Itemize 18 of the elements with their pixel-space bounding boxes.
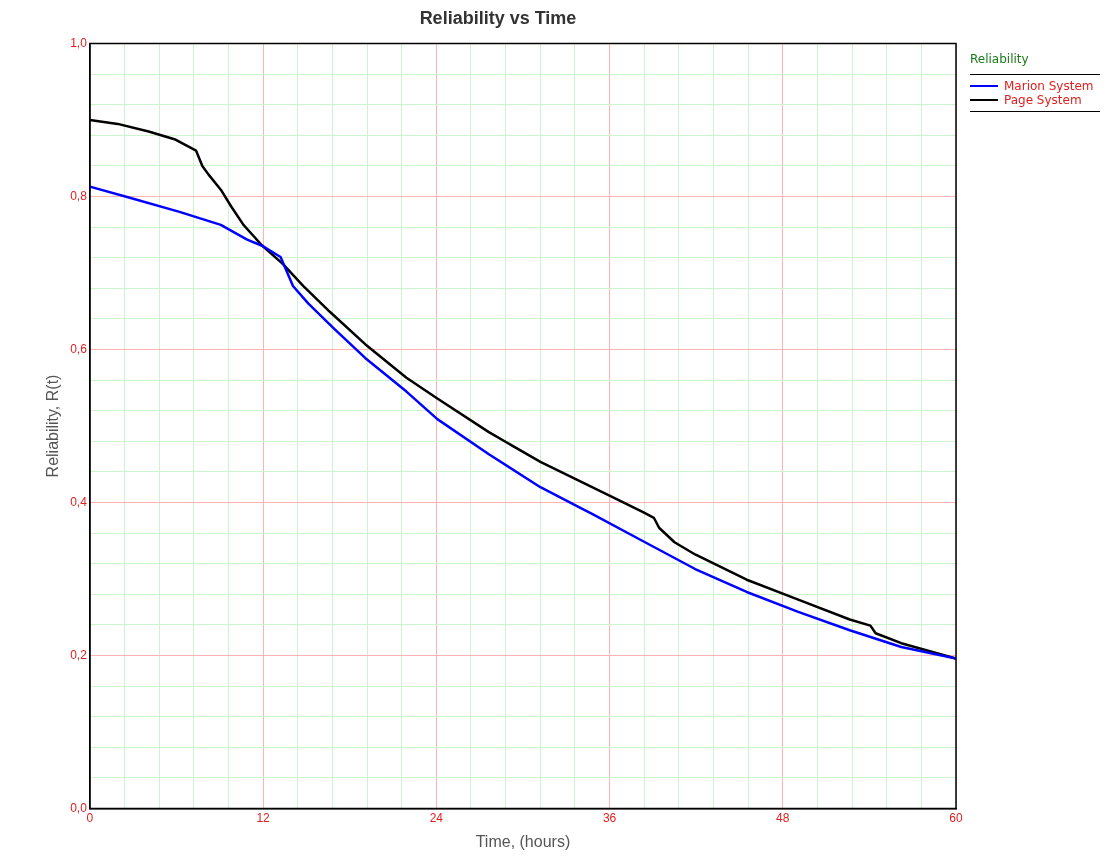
chart-title: Reliability vs Time xyxy=(419,7,577,28)
y-tick-label: 0,8 xyxy=(70,188,88,203)
y-tick-label: 0,2 xyxy=(70,647,88,662)
y-axis-title: Reliability, R(t) xyxy=(44,374,62,478)
x-tick-label: 0 xyxy=(86,810,94,825)
x-tick-label: 24 xyxy=(429,810,444,825)
legend-label: Marion System xyxy=(1004,79,1094,93)
y-tick-label: 1,0 xyxy=(70,35,88,50)
y-tick-label: 0,6 xyxy=(70,341,88,356)
x-tick-label: 48 xyxy=(776,810,790,825)
y-tick-label: 0,0 xyxy=(70,800,88,815)
x-tick-label: 60 xyxy=(949,810,963,825)
x-tick-label: 12 xyxy=(256,810,271,825)
legend-label: Page System xyxy=(1004,93,1082,107)
y-tick-label: 0,4 xyxy=(70,494,88,509)
x-axis-title: Time, (hours) xyxy=(475,832,571,850)
legend-title: Reliability xyxy=(970,52,1030,66)
x-tick-label: 36 xyxy=(602,810,617,825)
